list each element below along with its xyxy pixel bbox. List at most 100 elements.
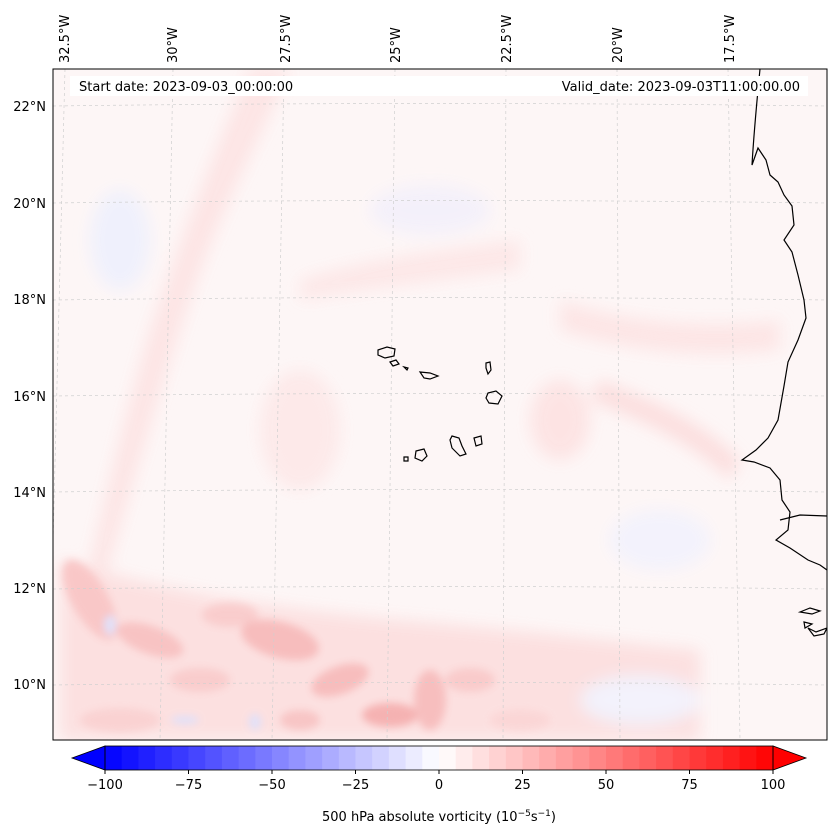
lat-label: 12°N [13,582,46,597]
colorbar-segment [205,746,223,770]
map-panel [53,69,827,740]
colorbar-segment [739,746,757,770]
colorbar-segment [171,746,190,770]
island-boa-vista [485,390,503,405]
colorbar-ticks: −100 −75 −50 −25 0 25 50 75 100 [87,770,785,793]
colorbar-segment [639,746,657,770]
colorbar-segment [606,746,624,770]
colorbar-label-sup1: −5 [518,809,531,819]
valid-date-label: Valid_date: 2023-09-03T11:00:00.00 [562,80,800,95]
island-santiago [449,435,467,457]
island-maio [473,435,483,447]
meridian-30w [159,69,174,740]
graticule [53,69,827,740]
lon-label: 22.5°W [500,15,515,63]
lon-label: 20°W [611,27,626,63]
island-santo-antao [377,346,396,359]
colorbar-segment [689,746,707,770]
colorbar-segment [555,746,574,770]
vorticity-field [60,69,780,740]
meridian-20w [616,69,621,740]
meridian-27-5w [271,69,285,740]
colorbar-segment [288,746,306,770]
meridian-22-5w [502,69,507,740]
lon-label: 30°W [166,27,181,63]
island-sal [485,361,492,376]
lat-label: 20°N [13,197,46,212]
colorbar-segment [656,746,674,770]
cape-verde-islands [377,346,503,462]
colorbar-segment [388,746,407,770]
lon-label: 27.5°W [279,15,294,63]
colorbar-tick-label: −75 [175,778,202,793]
lat-label: 14°N [13,486,46,501]
parallel-12n [53,586,827,590]
colorbar-segment [672,746,691,770]
lat-label: 16°N [13,390,46,405]
colorbar-segment [138,746,156,770]
colorbar-segment [572,746,590,770]
colorbar-segment [322,746,340,770]
colorbar-segment [622,746,640,770]
colorbar-segment [405,746,423,770]
colorbar-tick-label: −25 [342,778,369,793]
colorbar-segment [706,746,724,770]
colorbar-label-end: ) [551,810,556,825]
parallel-10n [53,682,827,686]
colorbar-segment [305,746,323,770]
colorbar-tick-label: 75 [681,778,698,793]
colorbar-segment [522,746,540,770]
header-background [70,76,808,96]
coastline-guinea-bissau-islands [797,607,827,637]
colorbar-segment [439,746,457,770]
meridian-17-5w [727,69,741,740]
colorbar-label-sup2: −1 [538,809,551,819]
colorbar-min-extension [70,745,106,771]
island-sao-nicolau [418,371,440,380]
colorbar-segment [505,746,524,770]
colorbar-label: 500 hPa absolute vorticity (10−5s−1) [322,809,556,825]
colorbar-segment [272,746,290,770]
parallel-18n [53,297,827,301]
lat-label: 22°N [13,100,46,115]
colorbar-segment [221,746,240,770]
colorbar-segments [105,746,774,770]
colorbar-segment [188,746,206,770]
coastline-senegambia [779,514,827,521]
colorbar-label-mid: s [531,810,538,825]
meridian-25w [386,69,396,740]
colorbar-segment [338,746,357,770]
lat-label: 10°N [13,678,46,693]
lon-label: 25°W [389,27,404,63]
latitude-labels: 22°N 20°N 18°N 16°N 14°N 12°N 10°N [13,100,46,693]
lon-label: 32.5°W [58,15,73,63]
start-date-label: Start date: 2023-09-03_00:00:00 [79,80,293,95]
colorbar-segment [372,746,390,770]
lon-label: 17.5°W [723,15,738,63]
colorbar-segment [489,746,507,770]
colorbar-segment [589,746,607,770]
colorbar-tick-label: 0 [435,778,443,793]
colorbar-tick-label: −100 [87,778,123,793]
map-frame [52,68,828,741]
island-santa-luzia [402,365,409,372]
parallel-16n [53,393,827,397]
colorbar-segment [455,746,473,770]
parallel-22n [53,103,827,107]
colorbar-max-extension [772,745,808,771]
island-sao-vicente [389,359,400,367]
island-fogo [414,448,428,462]
parallel-14n [53,489,827,493]
colorbar-tick-label: 50 [598,778,615,793]
colorbar-segment [121,746,139,770]
colorbar-segment [105,746,123,770]
colorbar-segment [472,746,490,770]
colorbar-segment [539,746,557,770]
colorbar-segment [238,746,256,770]
colorbar-segment [255,746,273,770]
colorbar-segment [756,746,774,770]
longitude-labels: 32.5°W 30°W 27.5°W 25°W 22.5°W 20°W 17.5… [58,15,738,63]
colorbar-segment [722,746,741,770]
island-brava [403,456,409,462]
